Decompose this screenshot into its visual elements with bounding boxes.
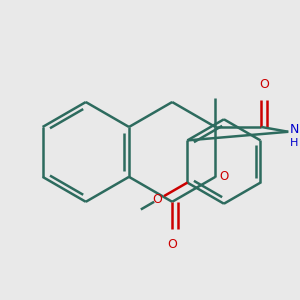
Text: O: O bbox=[152, 194, 162, 206]
Text: N: N bbox=[290, 123, 300, 136]
Text: O: O bbox=[219, 170, 229, 183]
Text: O: O bbox=[260, 77, 269, 91]
Text: O: O bbox=[167, 238, 177, 251]
Text: H: H bbox=[290, 138, 298, 148]
